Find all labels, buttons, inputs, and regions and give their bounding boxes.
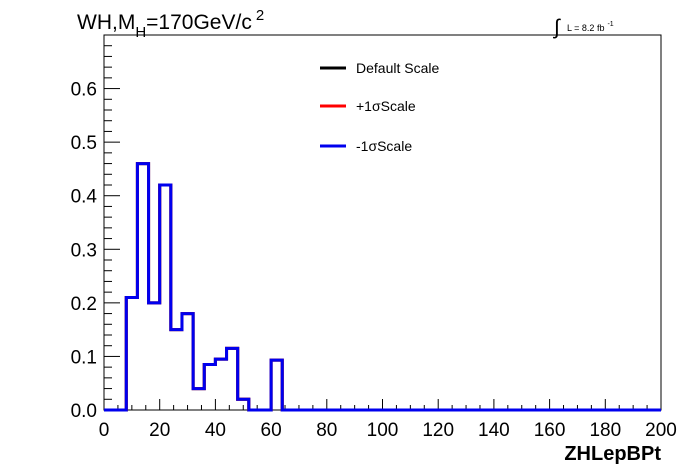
x-tick-label: 80 [316, 420, 337, 441]
luminosity-superscript: -1 [607, 21, 613, 28]
legend-label: -1σScale [356, 138, 412, 154]
x-tick-label: 100 [367, 420, 399, 441]
x-tick-label: 140 [478, 420, 510, 441]
y-tick-label: 0.4 [71, 187, 98, 208]
title-process: WH,M [77, 11, 135, 34]
title-subscript: H [135, 24, 146, 41]
y-tick-label: 0.1 [71, 347, 97, 368]
x-tick-label: 120 [422, 420, 454, 441]
series-group [104, 162, 661, 412]
tick-labels: 0 20 40 60 80 100 120 140 160 180 200 0.0 0.1 0.2 0.3 0… [71, 80, 677, 441]
luminosity-text: L = 8.2 fb [567, 23, 604, 33]
x-tick-label: 0 [99, 420, 110, 441]
luminosity-label: L = 8.2 fb -1 [567, 21, 614, 33]
x-tick-label: 160 [534, 420, 566, 441]
series-line-1 [104, 162, 661, 412]
x-tick-label: 20 [149, 420, 170, 441]
y-tick-label: 0.2 [71, 294, 97, 315]
y-tick-label: 0.5 [71, 133, 97, 154]
integral-sign: ∫ [553, 16, 561, 39]
title-mass: =170GeV/c [146, 11, 252, 34]
x-tick-label: 60 [261, 420, 282, 441]
legend-label: Default Scale [356, 60, 439, 76]
series-line-2 [104, 162, 661, 412]
series-line-0 [104, 162, 661, 412]
title-superscript: 2 [256, 7, 264, 24]
x-tick-label: 40 [205, 420, 226, 441]
y-tick-label: 0.3 [71, 240, 97, 261]
x-tick-label: 200 [645, 420, 677, 441]
y-tick-label: 0.0 [71, 401, 97, 422]
x-axis-title: ZHLepBPt [564, 443, 661, 465]
plot-frame [103, 34, 662, 411]
y-tick-label: 0.6 [71, 80, 97, 101]
x-tick-label: 180 [589, 420, 621, 441]
chart-title: WH,MH=170GeV/c 2 [77, 7, 264, 41]
legend-label: +1σScale [356, 98, 416, 114]
legend: Default Scale +1σScale -1σScale [320, 60, 439, 154]
